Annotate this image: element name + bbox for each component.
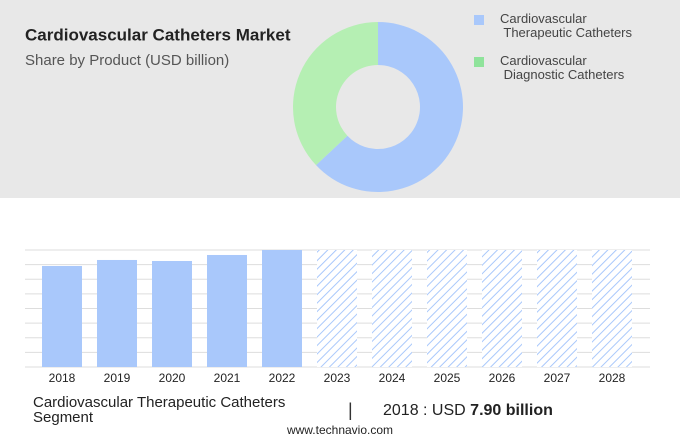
legend-swatch — [474, 57, 484, 67]
forecast-bar — [372, 250, 412, 367]
x-tick-label: 2024 — [379, 371, 406, 385]
chart-title: Cardiovascular Catheters Market — [25, 25, 291, 44]
x-tick-label: 2020 — [159, 371, 186, 385]
x-tick-label: 2022 — [269, 371, 296, 385]
pie-slice — [316, 22, 463, 192]
highlight: 2018 : USD 7.90 billion — [383, 402, 553, 420]
x-tick-label: 2019 — [104, 371, 131, 385]
forecast-bar — [427, 250, 467, 367]
source: www.technavio.com — [286, 423, 394, 437]
forecast-bar — [537, 250, 577, 367]
bar — [262, 250, 302, 367]
pie-slice — [293, 22, 378, 166]
separator: | — [348, 400, 353, 420]
bar — [42, 265, 82, 367]
x-tick-label: 2021 — [214, 371, 241, 385]
x-tick-label: 2026 — [489, 371, 516, 385]
forecast-bar — [317, 250, 357, 367]
forecast-bar — [592, 250, 632, 367]
legend-label: Cardiovascular Therapeutic Catheters — [500, 11, 632, 40]
bar — [152, 260, 192, 367]
segment-label: Cardiovascular Therapeutic Catheters Seg… — [33, 394, 286, 426]
forecast-bar — [482, 250, 522, 367]
bar — [97, 259, 137, 367]
legend-label: Cardiovascular Diagnostic Catheters — [500, 53, 625, 82]
x-tick-label: 2025 — [434, 371, 461, 385]
x-tick-label: 2028 — [599, 371, 626, 385]
highlight-text: 2018 : USD — [383, 402, 466, 419]
chart-subtitle: Share by Product (USD billion) — [25, 52, 229, 69]
x-tick-label: 2027 — [544, 371, 571, 385]
x-tick-label: 2018 — [49, 371, 76, 385]
x-tick-label: 2023 — [324, 371, 351, 385]
legend-swatch — [474, 15, 484, 25]
highlight-value: 7.90 billion — [470, 402, 553, 419]
bar — [207, 254, 247, 367]
